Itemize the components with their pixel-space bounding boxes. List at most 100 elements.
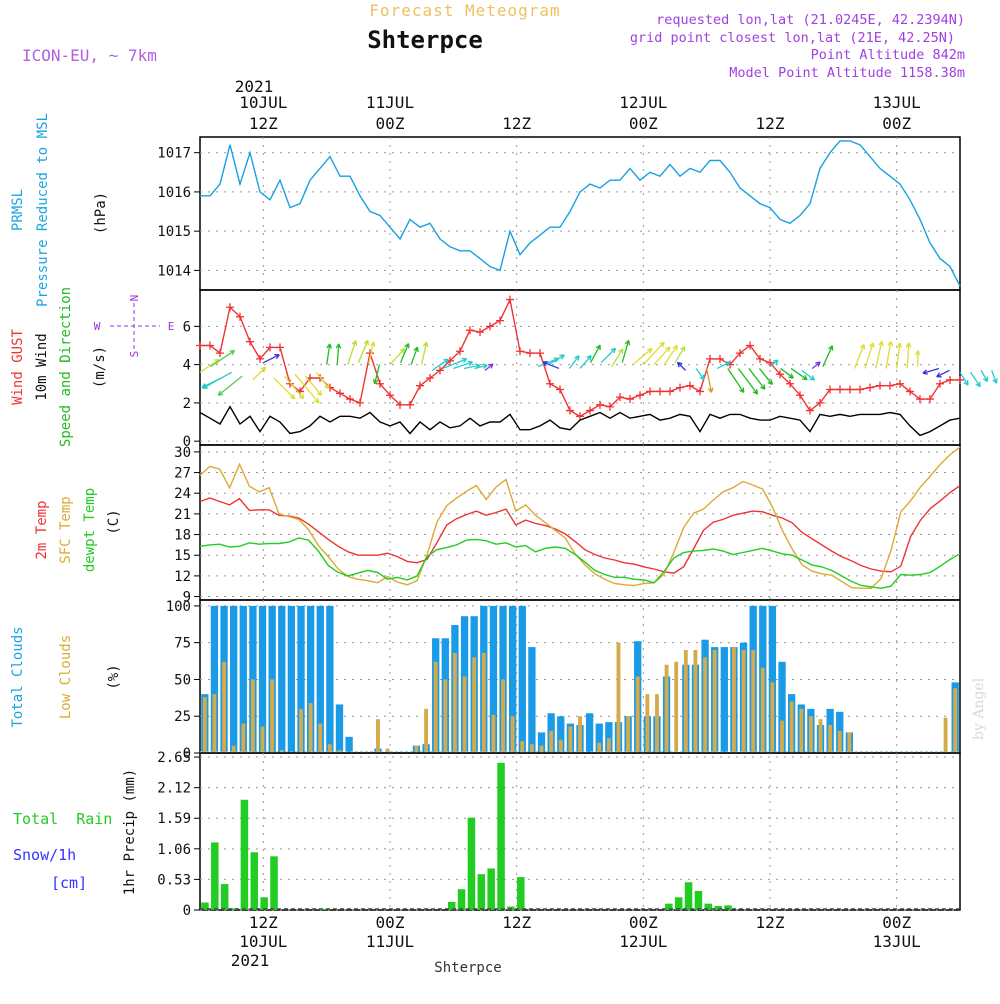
- low-cloud-bar: [539, 745, 544, 753]
- gust-marker: [926, 395, 934, 404]
- gust-marker: [266, 343, 274, 352]
- wind-vector: [790, 367, 808, 381]
- low-cloud-bar: [664, 664, 669, 753]
- precip-ytick-label: 2.12: [157, 781, 191, 797]
- wind-ytick-label: 4: [183, 358, 191, 374]
- bottom-year: 2021: [231, 951, 270, 970]
- gust-marker: [206, 341, 214, 350]
- low-cloud-bar: [626, 716, 631, 753]
- wind-vector: [410, 346, 419, 365]
- wind-vector: [283, 375, 305, 400]
- wind-vector: [674, 346, 686, 364]
- rain-bar: [230, 908, 239, 910]
- gust-marker: [376, 379, 384, 388]
- pressure-ytick-label: 1016: [157, 185, 191, 201]
- low-cloud-bar: [424, 708, 428, 753]
- gust-marker: [686, 381, 694, 390]
- wind-vector: [632, 347, 653, 366]
- wind-vector: [748, 368, 766, 390]
- cloud-labels: Total Clouds Low Clouds (%): [10, 626, 122, 727]
- gust-marker: [746, 341, 754, 350]
- gust-marker: [216, 349, 224, 358]
- info-line-4: Model Point Altitude 1158.38m: [729, 65, 965, 81]
- low-cloud-bar: [780, 720, 784, 753]
- wind-vector: [589, 344, 601, 364]
- gust-marker: [866, 383, 874, 392]
- precip-unit: 1hr Precip (mm): [122, 769, 138, 895]
- total-cloud-bar: [528, 647, 536, 753]
- gust-marker: [276, 343, 284, 352]
- gust-marker: [756, 354, 764, 363]
- wind-vector: [442, 357, 468, 370]
- bottom-day-label: 13JUL: [873, 932, 921, 951]
- wind-vector: [936, 369, 950, 378]
- wind-unit: (m/s): [92, 346, 108, 388]
- precip-labels: Total Rain Snow/1h [cm] 1hr Precip (mm): [13, 769, 138, 895]
- precip-ytick-label: 2.65: [157, 750, 191, 766]
- gust-marker: [586, 406, 594, 415]
- temperature-ytick-label: 30: [174, 445, 191, 461]
- gust-marker: [246, 337, 254, 346]
- top-time-label: 00Z: [376, 114, 405, 133]
- info-line-3: Point Altitude 842m: [811, 47, 965, 63]
- wind-vector: [305, 375, 323, 396]
- gust-marker: [786, 379, 794, 388]
- wind-ytick-label: 0: [183, 434, 191, 450]
- clouds-ytick-label: 100: [166, 599, 191, 615]
- footer-station: Shterpce: [434, 960, 501, 976]
- low-cloud-bar: [568, 726, 573, 753]
- gust-marker: [256, 354, 264, 363]
- gust-marker: [536, 349, 544, 358]
- low-cloud-bar: [799, 708, 804, 753]
- low-cloud-bar: [481, 652, 486, 753]
- series-wind-gust: [200, 297, 960, 418]
- wind-label: 10m Wind: [34, 333, 50, 400]
- wind-vector: [474, 363, 488, 370]
- wind-vector: [653, 346, 671, 366]
- low-cloud-bar: [443, 679, 448, 753]
- station-title: Shterpce: [367, 26, 483, 54]
- low-cloud-bar: [385, 748, 390, 753]
- temperature-ytick-label: 9: [183, 590, 191, 606]
- low-cloud-bar: [231, 745, 236, 753]
- total-cloud-bar: [335, 704, 344, 753]
- snow-unit: [cm]: [51, 874, 87, 892]
- bottom-time-label: 12Z: [502, 913, 531, 932]
- wind-vector: [368, 341, 376, 363]
- top-time-label: 12Z: [502, 114, 531, 133]
- rain-bar: [674, 897, 683, 910]
- total-cloud-bar: [557, 716, 565, 753]
- sfc-label: SFC Temp: [58, 496, 74, 563]
- rain-bar: [201, 902, 209, 910]
- temperature-ytick-label: 15: [174, 548, 191, 564]
- low-cloud-bar: [558, 739, 563, 753]
- wind-vector: [811, 361, 821, 369]
- low-cloud-bar: [337, 750, 342, 753]
- wind-vector: [453, 360, 473, 370]
- gust-marker: [696, 387, 704, 396]
- wind-vector: [959, 371, 969, 386]
- low-cloud-bar: [837, 730, 842, 753]
- total-cloud-bar: [316, 605, 324, 753]
- gust-marker: [486, 322, 494, 331]
- wind-vector: [389, 348, 406, 366]
- low-clouds-label: Low Clouds: [58, 635, 74, 719]
- low-cloud-bar: [510, 716, 515, 753]
- wind-vector: [294, 373, 320, 404]
- wind-vector: [922, 367, 940, 375]
- low-cloud-bar: [453, 652, 457, 753]
- total-cloud-bar: [537, 732, 546, 753]
- wind-vector: [905, 342, 912, 369]
- wind-vector: [537, 357, 560, 368]
- series-sfc-temp: [199, 446, 961, 589]
- low-cloud-bar: [712, 650, 717, 753]
- wind-vector: [217, 375, 243, 396]
- compass-n: N: [128, 295, 141, 302]
- top-day-label: 12JUL: [619, 93, 667, 112]
- low-cloud-bar: [549, 730, 554, 753]
- gust-marker: [896, 379, 904, 388]
- rain-bar: [724, 905, 732, 910]
- wind-vector: [642, 341, 665, 366]
- wind-vector: [980, 370, 989, 383]
- low-cloud-bar: [818, 719, 823, 753]
